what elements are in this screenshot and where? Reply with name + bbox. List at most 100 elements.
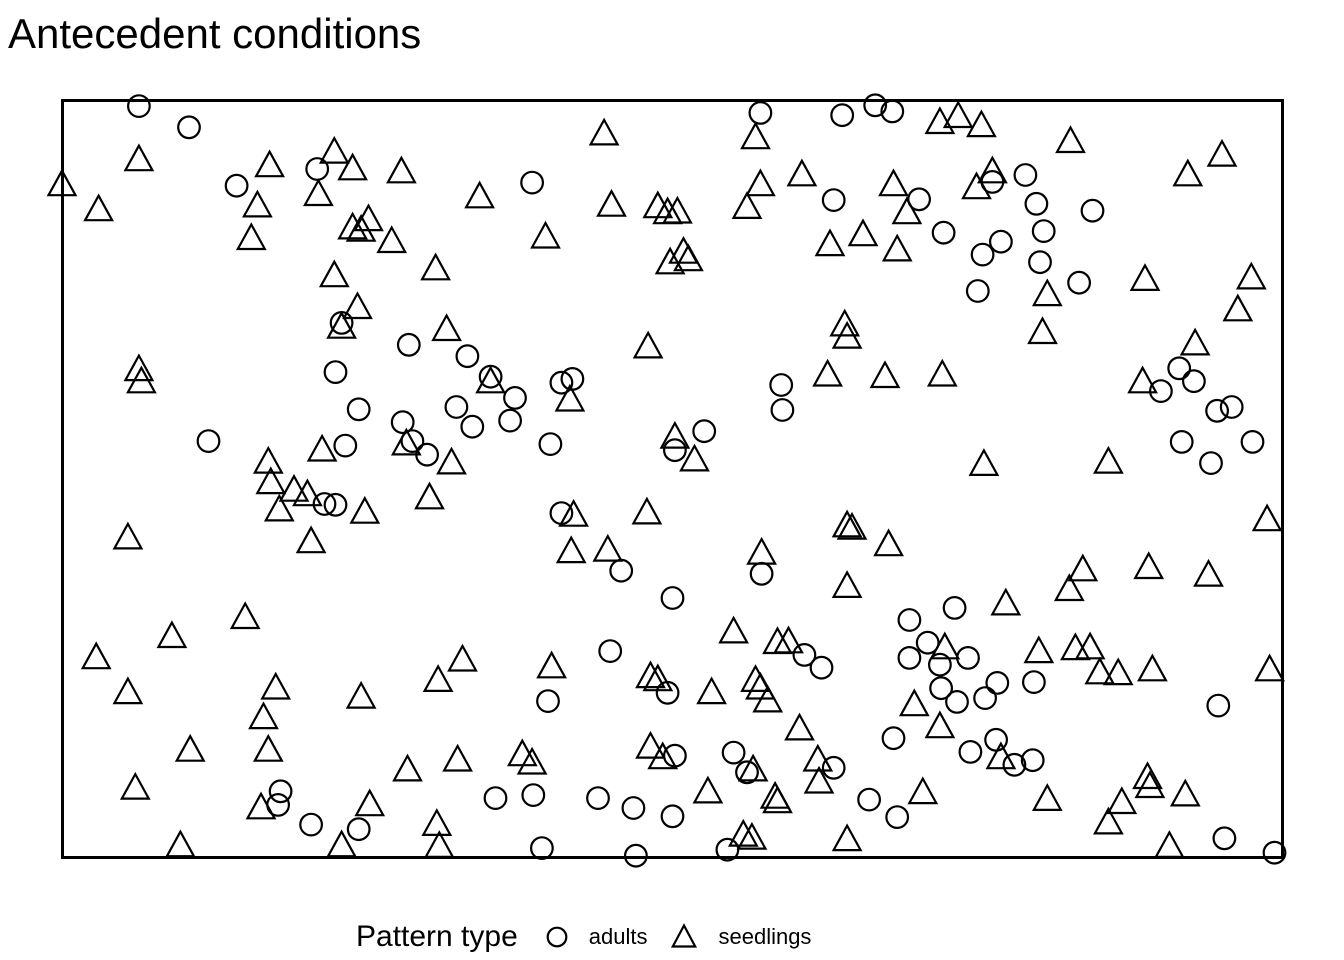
seedlings-marker (376, 225, 408, 254)
seedlings-marker (1133, 551, 1165, 580)
scatter-canvas (46, 93, 1287, 868)
seedlings-marker (174, 733, 206, 762)
seedlings-marker (662, 195, 693, 224)
seedlings-marker (1206, 138, 1238, 167)
adults-marker (735, 760, 759, 785)
seedlings-marker (966, 109, 997, 138)
seedlings-marker (878, 168, 909, 197)
seedlings-marker (746, 536, 777, 565)
seedlings-marker (1067, 553, 1099, 582)
adults-marker (621, 796, 646, 820)
seedlings-marker (869, 360, 901, 389)
seedlings-marker (295, 525, 327, 554)
adults-marker (1206, 693, 1231, 718)
seedlings-marker (306, 433, 338, 462)
seedlings-marker (812, 358, 843, 387)
seedlings-marker (260, 671, 292, 700)
seedlings-marker (924, 106, 956, 135)
seedlings-marker (736, 821, 768, 850)
seedlings-marker (447, 643, 478, 672)
adults-marker (770, 398, 795, 422)
seedlings-marker (1137, 653, 1168, 682)
seedlings-marker (588, 117, 620, 146)
adults-marker (346, 817, 371, 842)
adults-marker (945, 690, 969, 714)
seedlings-marker (119, 771, 151, 800)
seedlings-marker (252, 733, 284, 762)
adults-marker (769, 373, 794, 397)
adults-marker (1002, 752, 1027, 777)
adults-marker (400, 429, 425, 454)
seedlings-marker (1254, 653, 1285, 682)
seedlings-marker (326, 310, 357, 339)
seedlings-marker (784, 712, 815, 741)
seedlings-marker (679, 443, 710, 472)
seedlings-marker (318, 259, 350, 288)
seedlings-marker (740, 121, 771, 150)
adults-marker (549, 370, 574, 395)
adults-marker (521, 783, 546, 807)
seedlings-marker (354, 788, 386, 817)
seedlings-marker (390, 427, 422, 456)
seedlings-marker (112, 676, 144, 705)
seedlings-marker (516, 746, 548, 775)
adults-marker (928, 652, 952, 677)
seedlings-marker (831, 570, 863, 598)
seedlings-marker (1193, 558, 1224, 587)
seedlings-marker (891, 196, 923, 225)
seedlings-marker (1222, 293, 1254, 322)
seedlings-marker (554, 383, 586, 412)
adults-marker (821, 755, 846, 780)
seedlings-marker (436, 446, 467, 475)
adults-marker (1167, 356, 1192, 381)
seedlings-marker (926, 358, 958, 387)
adults-marker (460, 414, 485, 439)
adults-marker (346, 397, 371, 422)
seedlings-marker (1074, 631, 1106, 660)
seedlings-marker (292, 478, 323, 507)
seedlings-marker (1106, 786, 1138, 815)
circle-marker-icon (546, 926, 568, 948)
adults-marker (455, 344, 480, 369)
seedlings-marker (647, 741, 679, 770)
adults-marker (268, 779, 293, 804)
adults-marker (1028, 250, 1052, 275)
seedlings-marker (112, 521, 144, 550)
seedlings-marker (1102, 657, 1134, 686)
adults-marker (692, 419, 717, 444)
adults-marker (323, 492, 348, 517)
adults-marker (586, 786, 610, 810)
adults-marker (624, 843, 648, 868)
chart-title: Antecedent conditions (8, 10, 422, 57)
adults-marker (809, 655, 834, 680)
adults-marker (721, 740, 746, 765)
seedlings-marker (263, 493, 295, 522)
legend-title: Pattern type (356, 920, 518, 953)
seedlings-marker (745, 168, 776, 197)
seedlings-marker (1031, 278, 1063, 307)
adults-marker (1013, 163, 1038, 187)
seedlings-marker (1084, 656, 1116, 685)
adults-marker (498, 408, 523, 433)
plot-area (46, 93, 1287, 868)
seedlings-marker (737, 753, 769, 782)
seedlings-marker (985, 741, 1017, 770)
adults-marker (857, 787, 881, 812)
adults-marker (958, 740, 983, 764)
adults-marker (881, 726, 906, 751)
seedlings-marker (968, 448, 1000, 476)
seedlings-marker (345, 213, 377, 242)
seedlings-marker (942, 100, 974, 129)
seedlings-marker (632, 330, 664, 359)
seedlings-marker (123, 143, 155, 172)
seedlings-marker (278, 473, 310, 502)
adults-marker (660, 586, 685, 610)
seedlings-marker (1055, 125, 1086, 154)
seedlings-marker (836, 511, 868, 540)
seedlings-marker (673, 243, 704, 272)
seedlings-marker (731, 191, 763, 219)
adults-marker (1148, 379, 1173, 404)
seedlings-marker (831, 509, 863, 538)
adults-marker (821, 188, 846, 212)
seedlings-marker (1132, 761, 1163, 790)
